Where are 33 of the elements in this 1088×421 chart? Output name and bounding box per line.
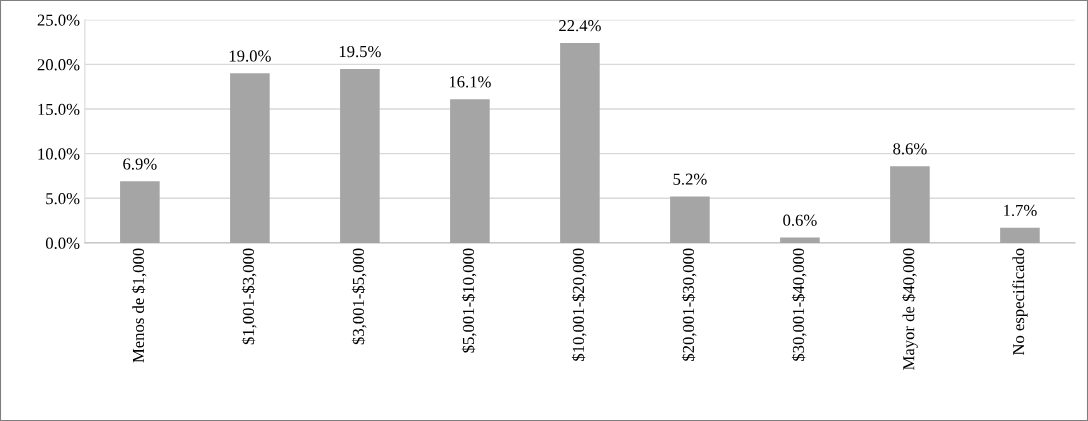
data-label: 5.2%: [673, 173, 707, 185]
y-tick-label: 5.0%: [46, 192, 80, 205]
bar: [890, 166, 930, 243]
data-label: 1.7%: [1004, 204, 1037, 217]
bar: [450, 99, 490, 243]
data-label: 6.9%: [123, 158, 157, 170]
x-tick-label: $1,001-$3,000: [241, 248, 257, 345]
x-tick-label: $5,001-$10,000: [461, 248, 477, 353]
bar: [670, 196, 710, 243]
bar: [1000, 227, 1040, 243]
data-label: 16.1%: [449, 76, 491, 88]
data-label: 19.0%: [229, 50, 271, 62]
data-label: 0.6%: [783, 214, 817, 226]
x-tick-label: $30,001-$40,000: [791, 248, 807, 361]
data-label: 19.5%: [339, 45, 381, 58]
data-label: 22.4%: [559, 20, 601, 32]
y-tick-label: 0.0%: [45, 237, 80, 249]
bar: [560, 42, 600, 243]
bar: [780, 237, 820, 243]
x-tick-label: No especificado: [1012, 248, 1028, 356]
x-tick-label: Mayor de $40,000: [902, 248, 918, 370]
y-tick-label: 10.0%: [38, 148, 80, 160]
x-tick-label: $20,001-$30,000: [681, 248, 697, 361]
bar: [120, 181, 160, 243]
data-label: 8.6%: [893, 143, 927, 155]
y-tick-label: 15.0%: [38, 103, 80, 116]
x-tick-label: $3,001-$5,000: [351, 248, 367, 345]
y-tick-label: 25.0%: [37, 14, 80, 26]
x-tick-label: $10,001-$20,000: [571, 248, 587, 361]
y-tick-label: 20.0%: [37, 59, 80, 71]
bar: [230, 73, 270, 243]
x-tick-label: Menos de $1,000: [131, 248, 147, 363]
bar: [340, 68, 380, 243]
